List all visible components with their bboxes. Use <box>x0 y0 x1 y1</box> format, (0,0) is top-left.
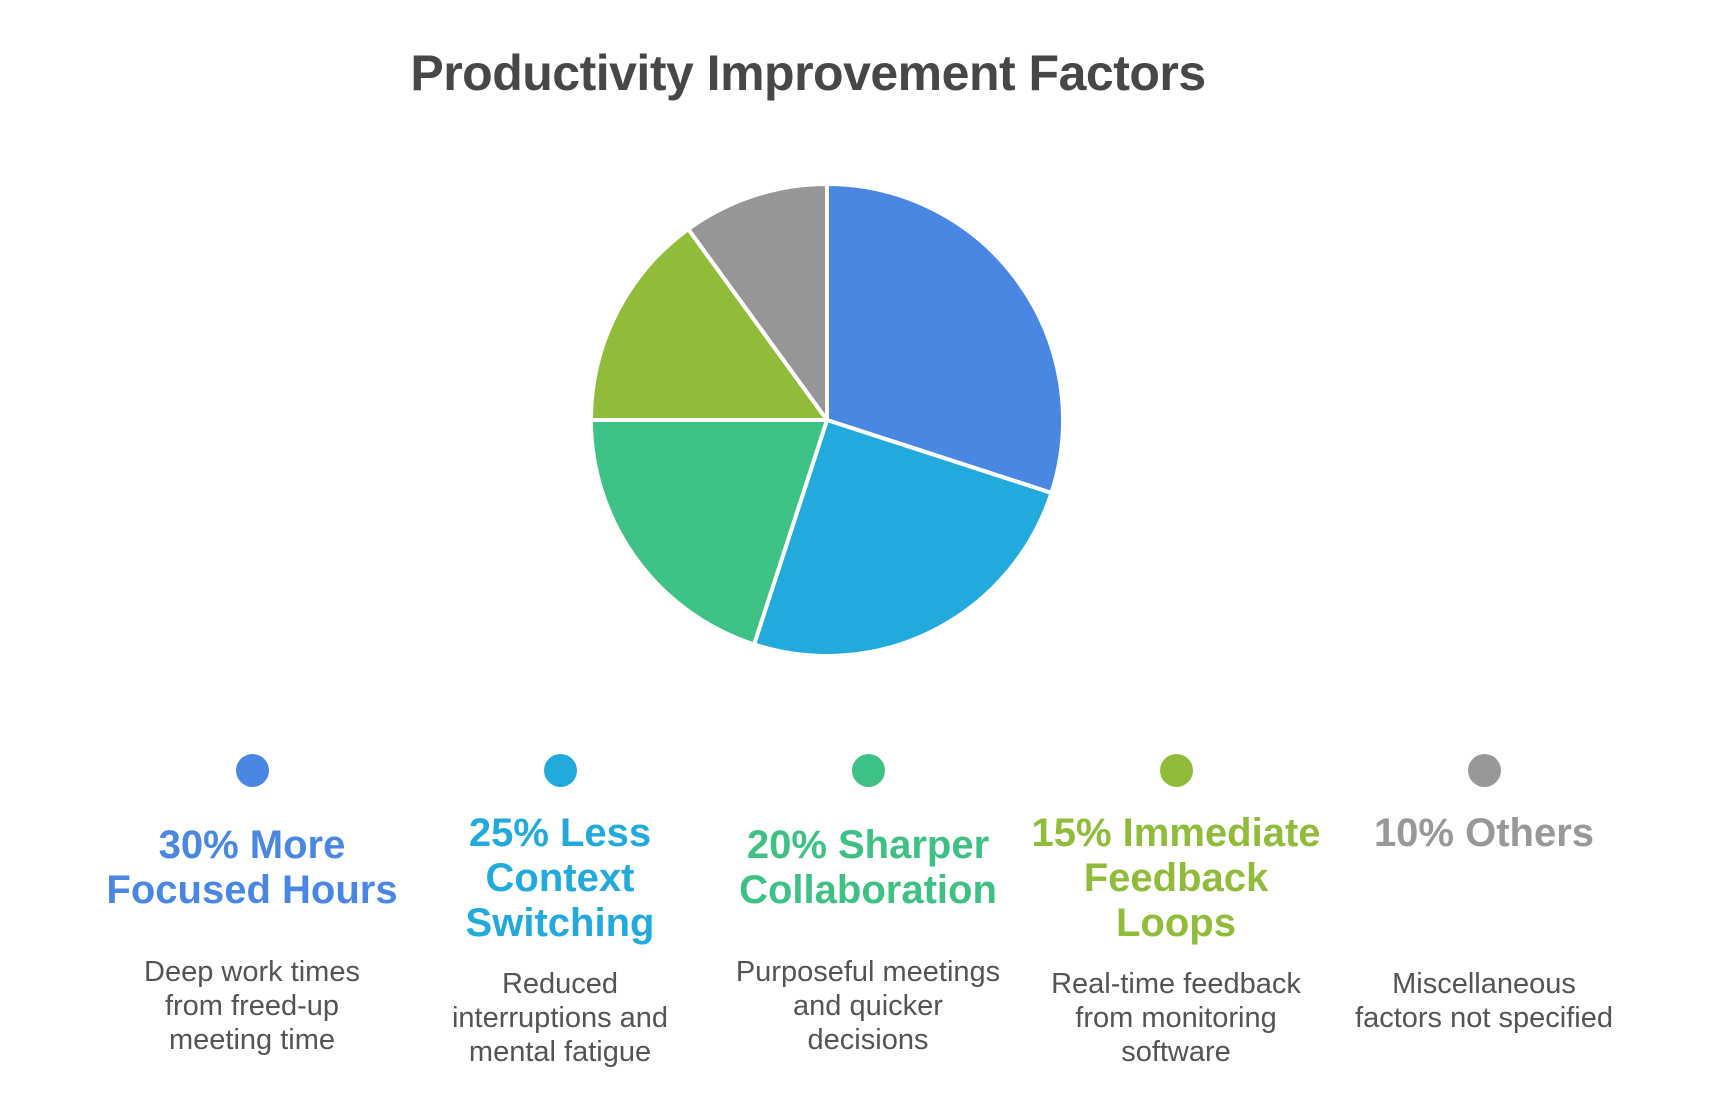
legend-heading: 10% Others <box>1373 811 1595 855</box>
legend-item-less-context-switching: 25% Less Context Switching Reduced inter… <box>406 754 714 1069</box>
legend-item-immediate-feedback-loops: 15% Immediate Feedback Loops Real-time f… <box>1022 754 1330 1069</box>
legend-item-others: 10% Others Miscellaneous factors not spe… <box>1330 754 1638 1035</box>
legend-description: Real-time feedback from monitoring softw… <box>1051 968 1301 1068</box>
legend-item-sharper-collaboration: 20% Sharper Collaboration Purposeful mee… <box>714 754 1022 1057</box>
legend-dot-icon <box>1467 754 1501 787</box>
pie-slice-immediate-feedback-loops <box>589 227 829 422</box>
pie-slice-others <box>686 182 829 422</box>
legend-dot-icon <box>235 754 269 787</box>
legend-heading: 25% Less Context Switching <box>465 811 655 945</box>
pie-slice-sharper-collaboration <box>589 418 829 647</box>
legend-dot-icon <box>851 754 885 787</box>
pie-slice-more-focused-hours <box>825 182 1065 495</box>
pie-chart <box>589 182 1065 658</box>
legend-description: Deep work times from freed-up meeting ti… <box>144 956 360 1056</box>
chart-title: Productivity Improvement Factors <box>410 45 1206 101</box>
legend-heading: 20% Sharper Collaboration <box>739 823 997 912</box>
pie-chart-container <box>587 180 1067 660</box>
pie-slice-less-context-switching <box>752 418 1054 658</box>
legend-dot-icon <box>543 754 577 787</box>
legend-item-more-focused-hours: 30% More Focused Hours Deep work times f… <box>98 754 406 1057</box>
legend-dot-icon <box>1159 754 1193 787</box>
legend-heading: 30% More Focused Hours <box>106 823 398 912</box>
legend-description: Reduced interruptions and mental fatigue <box>451 968 669 1068</box>
legend-description: Purposeful meetings and quicker decision… <box>735 956 1001 1056</box>
legend-description: Miscellaneous factors not specified <box>1355 968 1613 1034</box>
legend-heading: 15% Immediate Feedback Loops <box>1031 811 1321 945</box>
